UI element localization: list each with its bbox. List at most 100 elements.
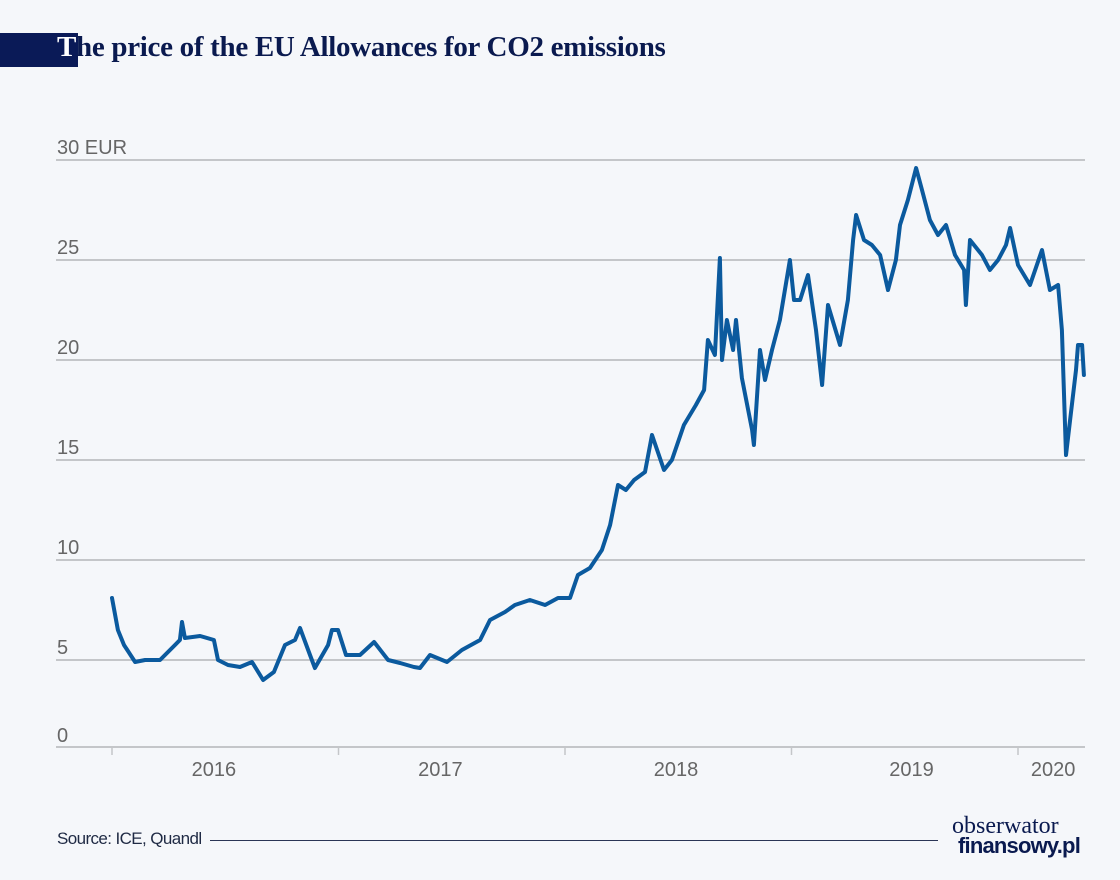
data-point — [788, 258, 792, 262]
data-point — [792, 298, 796, 302]
data-point — [878, 253, 882, 257]
chart-title: The price of the EU Allowances for CO2 e… — [57, 31, 666, 64]
data-point — [953, 253, 957, 257]
data-point — [418, 666, 422, 670]
data-point — [894, 258, 898, 262]
data-point — [173, 643, 177, 647]
data-point — [283, 643, 287, 647]
data-point — [854, 213, 858, 217]
data-point — [936, 233, 940, 237]
data-point — [116, 628, 120, 632]
data-point — [272, 670, 276, 674]
data-point — [778, 318, 782, 322]
data-point — [694, 403, 698, 407]
data-point — [914, 166, 918, 170]
logo-line-1: obserwator — [952, 813, 1059, 839]
data-point — [588, 566, 592, 570]
data-point — [820, 383, 824, 387]
data-point — [1028, 283, 1032, 287]
data-point — [543, 603, 547, 607]
data-point — [988, 268, 992, 272]
data-point — [1048, 288, 1052, 292]
title-text: he price of the EU Allowances for CO2 em… — [76, 31, 666, 63]
logo-line-2: finansowy.pl — [958, 833, 1081, 858]
data-point — [720, 358, 724, 362]
logo: obserwator finansowy.pl — [952, 813, 1092, 858]
data-point — [386, 658, 390, 662]
footer-divider — [210, 840, 938, 841]
data-point — [336, 628, 340, 632]
data-point — [814, 328, 818, 332]
data-point — [968, 238, 972, 242]
data-point — [624, 488, 628, 492]
title-accent-bar — [0, 33, 78, 67]
data-point — [851, 238, 855, 242]
data-point — [806, 273, 810, 277]
data-point — [488, 618, 492, 622]
data-point — [293, 638, 297, 642]
data-point — [763, 378, 767, 382]
data-point — [178, 638, 182, 642]
data-point — [718, 256, 722, 260]
y-tick-label: 15 — [57, 437, 79, 459]
data-point — [662, 468, 666, 472]
data-point — [478, 638, 482, 642]
data-point — [616, 483, 620, 487]
data-point — [980, 253, 984, 257]
data-point — [503, 610, 507, 614]
data-point — [226, 663, 230, 667]
data-point — [460, 648, 464, 652]
data-point — [706, 338, 710, 342]
data-point — [183, 636, 187, 640]
data-point — [298, 626, 302, 630]
data-point — [944, 223, 948, 227]
data-point — [600, 548, 604, 552]
x-tick-label: 2019 — [889, 759, 934, 781]
data-point — [740, 376, 744, 380]
data-point — [576, 573, 580, 577]
data-point — [1060, 328, 1064, 332]
x-tick-label: 2020 — [1031, 759, 1076, 781]
data-point — [313, 666, 317, 670]
x-tick-label: 2017 — [418, 759, 463, 781]
data-point — [110, 596, 114, 600]
data-point — [846, 298, 850, 302]
source-note: Source: ICE, Quandl — [57, 829, 202, 848]
data-point — [344, 653, 348, 657]
data-point — [920, 188, 924, 192]
data-point — [725, 318, 729, 322]
data-point — [750, 428, 754, 432]
data-point — [133, 660, 137, 664]
data-point — [752, 443, 756, 447]
data-point — [428, 653, 432, 657]
data-point — [513, 603, 517, 607]
data-point — [326, 643, 330, 647]
data-point — [358, 653, 362, 657]
price-line — [110, 166, 1086, 682]
data-point — [1074, 368, 1078, 372]
data-point — [928, 218, 932, 222]
x-tick-label: 2018 — [654, 759, 699, 781]
data-point — [568, 596, 572, 600]
x-tick-label: 2016 — [192, 759, 237, 781]
data-point — [1040, 248, 1044, 252]
data-point — [198, 634, 202, 638]
y-tick-label: 25 — [57, 237, 79, 259]
data-point — [528, 598, 532, 602]
data-point — [1056, 283, 1060, 287]
data-point — [862, 238, 866, 242]
data-point — [1016, 263, 1020, 267]
data-point — [826, 303, 830, 307]
y-tick-label: 5 — [57, 637, 68, 659]
data-point — [886, 288, 890, 292]
data-point — [1008, 226, 1012, 230]
data-point — [143, 658, 147, 662]
data-point — [608, 523, 612, 527]
data-point — [682, 423, 686, 427]
data-point — [445, 660, 449, 664]
y-tick-label: 30 EUR — [57, 137, 127, 159]
data-point — [1080, 343, 1084, 347]
data-point — [1004, 243, 1008, 247]
data-point — [261, 678, 265, 682]
